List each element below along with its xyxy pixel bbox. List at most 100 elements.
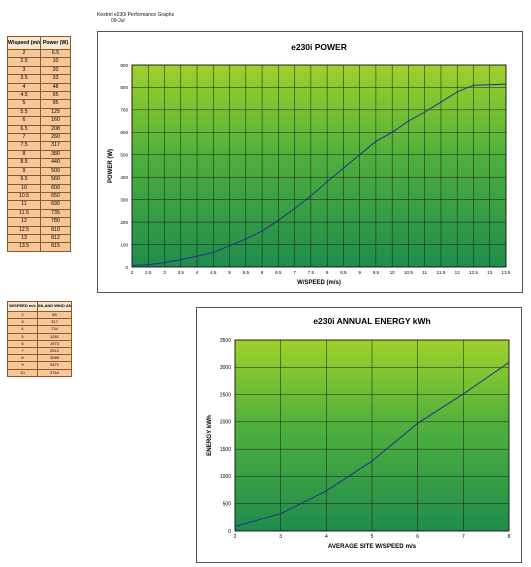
table-cell-speed: 4.5 <box>7 91 41 101</box>
table-cell-speed: 5 <box>7 332 38 341</box>
y-axis-label: POWER (W) <box>108 149 114 183</box>
table-row: 3 317 <box>7 318 72 327</box>
y-tick-label: 800 <box>120 85 128 90</box>
table-cell-energy: 1281 <box>37 332 72 341</box>
table-cell-power: 317 <box>40 141 71 151</box>
energy-chart: 2 3 4 5 6 7 8 0 500 1000 1500 2000 2500 3000 3500 e230i… <box>206 316 511 550</box>
table-cell-speed: 3 <box>7 65 41 76</box>
table-cell-speed: 13 <box>7 233 41 244</box>
table-cell-power: 95 <box>40 99 71 109</box>
y-tick-label: 100 <box>120 242 128 247</box>
data-point <box>147 264 149 266</box>
table-cell-speed: 4 <box>7 325 38 334</box>
table-cell-energy: 1973 <box>37 339 72 349</box>
table-row: 4 48 <box>7 82 71 93</box>
table-row: 10 600 <box>7 183 71 193</box>
table-cell-energy: 734 <box>37 325 72 334</box>
y-tick-label: 700 <box>120 108 128 113</box>
table-cell-energy: 3089 <box>37 354 72 363</box>
y-tick-label: 2000 <box>220 420 231 426</box>
data-point <box>456 91 458 93</box>
table-cell-power: 6.5 <box>40 48 71 59</box>
x-tick-label: 2.5 <box>145 270 152 275</box>
table-row: 13.5 815 <box>7 242 71 252</box>
table-cell-power: 812 <box>40 233 71 244</box>
table-cell-power: 125 <box>40 107 71 118</box>
x-tick-label: 4.5 <box>210 270 217 275</box>
y-tick-label: 900 <box>120 63 128 68</box>
y-tick-label: 0 <box>228 529 231 535</box>
table-row: 5 95 <box>7 99 71 109</box>
data-point <box>212 251 214 254</box>
x-tick-label: 13.5 <box>502 270 511 275</box>
data-point <box>277 219 279 221</box>
table-cell-speed: 4 <box>7 82 41 93</box>
power-table-header-power: Power (W) <box>40 36 71 50</box>
x-tick-label: 6 <box>416 534 419 540</box>
document-header: Kestrel e230i Performance Graphs 09-Jul <box>97 12 174 24</box>
y-tick-label: 1500 <box>220 447 231 453</box>
table-row: 13 812 <box>7 233 71 244</box>
data-point <box>261 230 263 232</box>
data-point <box>391 131 393 133</box>
x-tick-label: 11.5 <box>437 270 446 275</box>
x-tick-label: 6 <box>261 270 264 275</box>
data-point <box>280 513 282 515</box>
table-cell-speed: 7.5 <box>7 141 41 151</box>
document-title: Kestrel e230i Performance Graphs <box>97 12 174 18</box>
x-tick-label: 7.5 <box>308 270 315 275</box>
energy-table-header-energy: INLAND WIND ANNUAL <box>37 301 72 312</box>
x-tick-label: 12.5 <box>469 270 478 275</box>
x-tick-label: 12 <box>455 270 461 275</box>
table-cell-energy: 3764 <box>37 368 72 377</box>
table-cell-speed: 3.5 <box>7 74 41 84</box>
table-cell-power: 65 <box>40 91 71 101</box>
table-cell-power: 380 <box>40 149 71 160</box>
data-point <box>326 181 328 183</box>
chart-title: e230i ANNUAL ENERGY kWh <box>313 316 430 326</box>
table-cell-energy: 3471 <box>37 361 72 370</box>
data-point <box>359 154 361 156</box>
data-point <box>234 525 236 527</box>
x-tick-label: 5 <box>228 270 231 275</box>
data-point <box>131 264 133 267</box>
table-cell-power: 160 <box>40 116 71 126</box>
table-cell-power: 208 <box>40 124 71 135</box>
x-tick-label: 7 <box>462 534 465 540</box>
table-cell-speed: 6.5 <box>7 124 41 135</box>
table-cell-power: 780 <box>40 217 71 227</box>
data-point <box>472 84 475 86</box>
power-table: W/speed (m/s) Power (W) 2 6.5 2.5 10 3 20 3.5 3… <box>7 36 71 252</box>
table-row: 2 6.5 <box>7 48 71 59</box>
table-cell-speed: 7 <box>7 347 38 356</box>
x-tick-label: 9 <box>358 270 361 275</box>
x-tick-label: 13 <box>487 270 493 275</box>
x-tick-label: 3 <box>279 534 282 540</box>
table-row: 5 1281 <box>7 332 72 341</box>
x-tick-label: 3.5 <box>178 270 185 275</box>
series-line <box>131 83 507 267</box>
table-cell-speed: 12.5 <box>7 225 41 235</box>
table-row: 9 3471 <box>7 361 72 370</box>
table-cell-speed: 12 <box>7 217 41 227</box>
table-row: 3 20 <box>7 65 71 76</box>
data-point <box>342 167 344 169</box>
table-cell-speed: 10 <box>7 368 38 377</box>
x-tick-label: 5 <box>371 534 374 540</box>
table-row: 11.5 735 <box>7 208 71 219</box>
table-cell-speed: 8 <box>7 354 38 363</box>
table-cell-speed: 9 <box>7 361 38 370</box>
table-row: 8 380 <box>7 149 71 160</box>
energy-table-header-speed: W/SPEED m/s <box>7 301 38 312</box>
x-tick-label: 5.5 <box>243 270 250 275</box>
table-row: 9.5 560 <box>7 175 71 185</box>
table-row: 8.5 440 <box>7 158 71 168</box>
table-cell-power: 48 <box>40 82 71 93</box>
table-cell-speed: 5.5 <box>7 107 41 118</box>
table-row: 12 780 <box>7 217 71 227</box>
table-row: 6.5 208 <box>7 124 71 135</box>
table-row: 7 260 <box>7 133 71 143</box>
table-row: 9 500 <box>7 166 71 177</box>
x-tick-label: 10.5 <box>404 270 413 275</box>
table-cell-speed: 6 <box>7 339 38 349</box>
